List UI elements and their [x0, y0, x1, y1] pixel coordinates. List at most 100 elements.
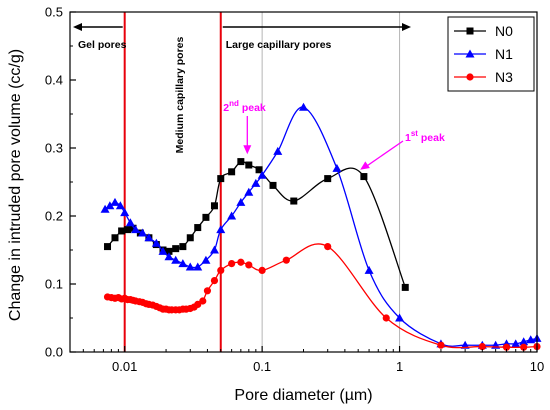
gel-pores-label: Gel pores: [78, 39, 127, 51]
data-point-N3: [382, 314, 390, 322]
data-point-N3: [478, 342, 486, 351]
data-point-N1: [395, 313, 405, 322]
second-peak-label: 2nd peak: [223, 99, 266, 114]
second-peak-word: peak: [239, 102, 266, 114]
large-capillary-pores-arrowhead: [402, 23, 411, 31]
data-point-N1: [120, 208, 130, 217]
y-tick-label: 0.5: [45, 5, 63, 20]
data-point-N0: [124, 226, 132, 234]
data-point-N1: [158, 246, 168, 255]
legend-label-N1: N1: [495, 46, 513, 62]
data-point-N1: [227, 211, 237, 220]
data-point-N0: [186, 234, 194, 242]
data-point-N1: [178, 259, 188, 268]
y-tick-label: 0.3: [45, 141, 63, 156]
data-point-N0: [129, 224, 137, 232]
first-peak-suffix: st: [411, 129, 418, 138]
data-point-N3: [228, 260, 236, 268]
second-peak-suffix: nd: [229, 99, 239, 108]
data-point-N0: [324, 175, 332, 183]
gel-pores-arrowhead: [73, 23, 82, 31]
data-point-N0: [179, 243, 187, 251]
medium-capillary-pores-label: Medium capillary pores: [174, 36, 186, 153]
data-point-N0: [165, 247, 173, 255]
large-capillary-pores-label: Large capillary pores: [226, 39, 332, 51]
data-point-N0: [255, 166, 263, 174]
series-N0: [104, 158, 409, 291]
legend-label-N0: N0: [495, 23, 513, 39]
legend-item-N1: N1: [454, 46, 513, 62]
data-point-N3: [245, 261, 253, 269]
series-N3: [103, 243, 541, 351]
series-layer: [100, 102, 542, 351]
data-point-N3: [324, 243, 332, 251]
y-tick-label: 0.4: [45, 73, 63, 88]
x-tick-label: 0.01: [112, 359, 137, 374]
legend-item-N3: N3: [454, 69, 513, 85]
data-point-N1: [216, 225, 226, 234]
data-point-N0: [360, 173, 368, 181]
x-axis-title: Pore diameter (µm): [234, 387, 372, 404]
data-point-N1: [144, 233, 154, 242]
data-point-N1: [115, 201, 125, 210]
data-point-N3: [199, 297, 207, 305]
data-point-N1: [519, 337, 529, 346]
legend: N0 N1 N3: [447, 16, 535, 92]
data-point-N1: [100, 204, 110, 213]
data-point-N1: [244, 187, 254, 196]
first-peak-arrow: [363, 140, 404, 169]
data-point-N0: [210, 202, 218, 210]
axis-ticks: 0.01 0.1 1 10 0.0 0.1 0.2 0.3 0.4 0.5: [45, 5, 544, 375]
data-point-N0: [245, 161, 253, 169]
data-point-N1: [209, 245, 219, 254]
data-point-N0: [237, 158, 245, 166]
legend-marker-N3: [466, 73, 474, 81]
x-tick-label: 10: [530, 359, 544, 374]
data-point-N0: [217, 175, 225, 183]
data-point-N1: [138, 228, 148, 237]
data-point-N3: [502, 343, 511, 351]
legend-label-N3: N3: [495, 69, 513, 85]
data-point-N0: [269, 181, 277, 189]
data-point-N1: [251, 178, 261, 187]
data-point-N1: [185, 262, 195, 271]
y-axis-title: Change in intruded pore volume (cc/g): [7, 49, 24, 321]
data-point-N1: [105, 201, 115, 210]
second-peak-number: 2: [223, 102, 229, 114]
first-peak-number: 1: [405, 132, 411, 144]
data-point-N1: [236, 197, 246, 206]
data-point-N1: [131, 225, 141, 234]
y-tick-label: 0.0: [45, 345, 63, 360]
y-tick-label: 0.1: [45, 277, 63, 292]
data-point-N0: [111, 234, 119, 242]
data-point-N1: [151, 238, 161, 247]
data-point-N0: [202, 213, 210, 221]
y-tick-label: 0.2: [45, 209, 63, 224]
data-point-N0: [118, 227, 126, 235]
data-point-N1: [299, 102, 308, 111]
x-tick-label: 0.1: [253, 359, 271, 374]
data-point-N0: [104, 243, 112, 251]
series-N1: [100, 102, 542, 349]
data-point-N3: [237, 258, 245, 266]
legend-marker-N1: [465, 49, 475, 58]
data-point-N3: [437, 341, 445, 349]
legend-marker-N0: [466, 27, 474, 35]
data-point-N1: [164, 252, 174, 261]
data-point-N1: [257, 170, 267, 179]
data-point-N1: [171, 255, 181, 264]
data-point-N3: [210, 277, 219, 285]
data-point-N0: [172, 245, 180, 253]
data-point-N1: [273, 146, 283, 155]
data-point-N1: [332, 163, 342, 172]
data-point-N3: [258, 266, 266, 274]
legend-item-N0: N0: [454, 23, 513, 39]
data-point-N1: [193, 262, 203, 271]
first-peak-word: peak: [418, 132, 445, 144]
second-peak-arrowhead: [243, 145, 252, 155]
data-point-N0: [290, 197, 298, 205]
data-point-N0: [228, 168, 236, 176]
data-point-N1: [110, 197, 120, 206]
data-point-N1: [201, 255, 211, 264]
